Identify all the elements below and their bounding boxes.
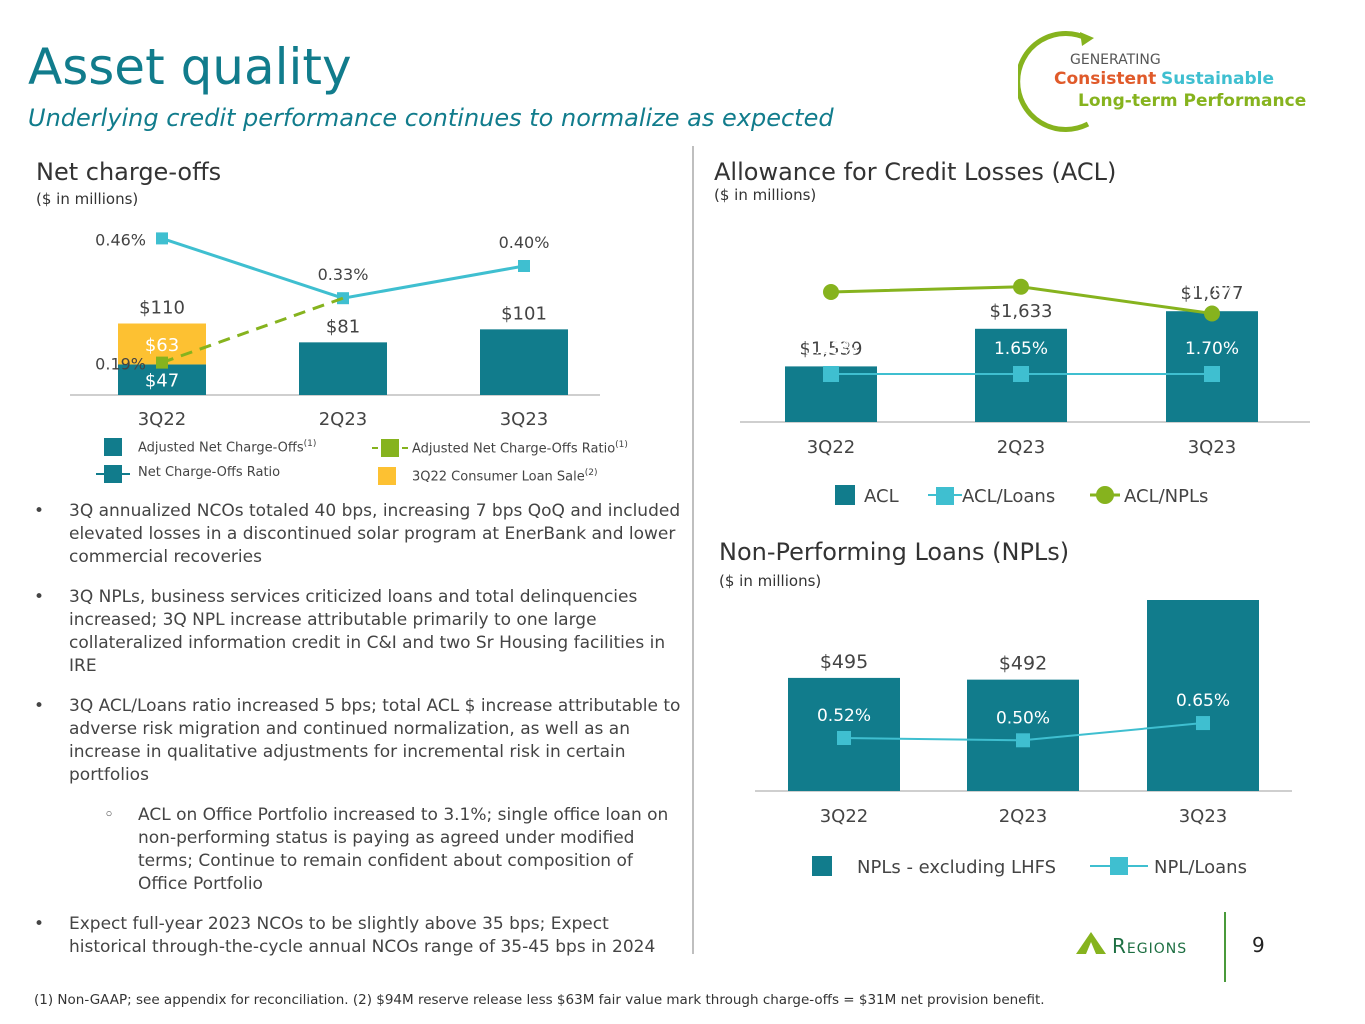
npl-loans-point bbox=[1196, 716, 1210, 731]
nco-ratio-point bbox=[518, 260, 530, 272]
npl-legend-swatch bbox=[812, 856, 832, 876]
logo-word-consistent: Consistent bbox=[1054, 69, 1156, 89]
acl-npls-label: 261% bbox=[1188, 281, 1237, 301]
acl-tick-label: 3Q22 bbox=[807, 437, 856, 458]
acl-loans-point bbox=[1013, 366, 1029, 382]
acl-npls-point bbox=[1013, 278, 1029, 295]
acl-legend-npls-swatch bbox=[1096, 486, 1114, 504]
npl-bar-label: $492 bbox=[999, 653, 1047, 675]
nco-tick-label: 2Q23 bbox=[319, 409, 368, 430]
nco-unit: ($ in millions) bbox=[36, 190, 139, 208]
nco-chart: $47 $63 $110 3Q22 $81 2Q23 $101 3Q23 0.46% 0.33% 0… bbox=[70, 230, 600, 430]
nco-ratio-point bbox=[337, 292, 349, 305]
legend-sale: 3Q22 Consumer Loan Sale(2) bbox=[412, 468, 598, 485]
npl-tick-label: 3Q23 bbox=[1179, 806, 1228, 827]
npl-unit: ($ in millions) bbox=[719, 572, 822, 590]
logo-word-sustainable: Sustainable bbox=[1161, 69, 1274, 89]
legend-adj-ratio: Adjusted Net Charge-Offs Ratio(1) bbox=[412, 440, 628, 457]
acl-legend-loans-swatch bbox=[936, 487, 954, 505]
nco-bar-label: $47 bbox=[145, 371, 179, 392]
nco-tick-label: 3Q22 bbox=[138, 409, 187, 430]
npl-bar-label: $495 bbox=[820, 651, 868, 673]
npl-loans-point bbox=[1016, 733, 1030, 748]
acl-bar-label: $1,539 bbox=[800, 338, 863, 359]
acl-unit: ($ in millions) bbox=[714, 186, 817, 204]
npl-loans-label: 0.65% bbox=[1176, 691, 1230, 711]
logo-line3: Long-term Performance bbox=[1078, 91, 1306, 111]
nco-bar bbox=[480, 329, 568, 395]
column-divider bbox=[692, 146, 694, 954]
nco-ratio-label: 0.33% bbox=[318, 265, 369, 284]
npl-loans-label: 0.52% bbox=[817, 706, 871, 726]
nco-legend: Adjusted Net Charge-Offs(1) Net Charge-O… bbox=[96, 434, 696, 494]
acl-tick-label: 2Q23 bbox=[997, 437, 1046, 458]
legend-adj-nco: Adjusted Net Charge-Offs(1) bbox=[138, 439, 317, 456]
acl-title: Allowance for Credit Losses (ACL) bbox=[714, 158, 1117, 186]
npl-legend-loans-swatch bbox=[1110, 857, 1128, 875]
nco-adj-ratio-point bbox=[156, 356, 168, 369]
acl-npls-label: 332% bbox=[997, 254, 1046, 274]
nco-bar-label: $81 bbox=[326, 316, 360, 337]
logo-line1: GENERATING bbox=[1070, 52, 1161, 68]
bullet-item: • 3Q NPLs, business services criticized l… bbox=[34, 587, 666, 676]
acl-loans-label: 1.63% bbox=[804, 339, 858, 359]
logo-arc-icon bbox=[1018, 31, 1090, 132]
acl-loans-point bbox=[1204, 366, 1220, 382]
page-title: Asset quality bbox=[28, 38, 352, 96]
acl-legend-acl: ACL bbox=[864, 486, 899, 507]
bullet-item: • 3Q annualized NCOs totaled 40 bps, incr… bbox=[34, 501, 681, 567]
acl-npls-label: 311% bbox=[807, 259, 856, 279]
acl-npls-point bbox=[823, 284, 839, 300]
nco-total-label: $110 bbox=[139, 298, 185, 319]
acl-loans-point bbox=[823, 366, 839, 382]
nco-bar bbox=[118, 364, 206, 395]
legend-sale-swatch bbox=[378, 467, 396, 485]
page-number: 9 bbox=[1252, 933, 1265, 957]
acl-loans-label: 1.70% bbox=[1185, 339, 1239, 359]
bullet-subitem: ◦ ACL on Office Portfolio increased to 3.… bbox=[104, 805, 669, 894]
legend-nco-ratio: Net Charge-Offs Ratio bbox=[138, 465, 281, 480]
npl-bar bbox=[1147, 600, 1259, 791]
nco-tick-label: 3Q23 bbox=[500, 409, 549, 430]
legend-adj-ratio-swatch bbox=[381, 439, 399, 457]
nco-adj-ratio-line bbox=[161, 296, 344, 365]
regions-logo: Regions bbox=[1076, 932, 1187, 958]
npl-tick-label: 3Q22 bbox=[820, 806, 869, 827]
npl-legend-npls: NPLs - excluding LHFS bbox=[857, 857, 1056, 878]
logo-divider bbox=[1224, 912, 1226, 982]
nco-adj-ratio-label: 0.19% bbox=[95, 355, 146, 374]
npl-loans-label: 0.50% bbox=[996, 708, 1050, 728]
nco-ratio-point bbox=[156, 232, 168, 245]
footnote: (1) Non-GAAP; see appendix for reconcili… bbox=[34, 992, 1045, 1008]
nco-bar bbox=[299, 342, 387, 395]
nco-ratio-label: 0.46% bbox=[95, 230, 146, 249]
acl-legend-npls: ACL/NPLs bbox=[1124, 486, 1208, 507]
nco-ratio-label: 0.40% bbox=[499, 233, 550, 252]
acl-legend-loans: ACL/Loans bbox=[962, 486, 1055, 507]
nco-sale-label: $63 bbox=[145, 335, 179, 356]
regions-logo-text: Regions bbox=[1112, 934, 1187, 958]
acl-legend-acl-swatch bbox=[835, 485, 855, 505]
acl-tick-label: 3Q23 bbox=[1188, 437, 1237, 458]
bullet-item: • Expect full-year 2023 NCOs to be slight… bbox=[34, 914, 656, 957]
npl-tick-label: 2Q23 bbox=[999, 806, 1048, 827]
npl-legend-loans: NPL/Loans bbox=[1154, 857, 1247, 878]
page-subtitle: Underlying credit performance continues … bbox=[28, 104, 834, 132]
acl-npls-point bbox=[1204, 305, 1220, 322]
acl-loans-label: 1.65% bbox=[994, 339, 1048, 359]
legend-nco-ratio-swatch bbox=[104, 465, 122, 483]
acl-bar-label: $1,677 bbox=[1181, 283, 1244, 304]
nco-bar-label: $101 bbox=[501, 303, 547, 324]
nco-title: Net charge-offs bbox=[36, 158, 222, 186]
legend-adj-nco-swatch bbox=[104, 438, 122, 456]
npl-loans-point bbox=[837, 731, 851, 745]
acl-bar-label: $1,633 bbox=[990, 301, 1053, 322]
bullet-item: • 3Q ACL/Loans ratio increased 5 bps; tot… bbox=[34, 696, 681, 785]
commentary-bullets: • 3Q annualized NCOs totaled 40 bps, incr… bbox=[34, 500, 684, 976]
acl-chart: $1,539 3Q22 $1,633 2Q23 $1,677 3Q23 1.63% 1.65%… bbox=[740, 254, 1310, 507]
npl-chart: $4953Q22$4922Q23$6423Q230.52%0.50%0.65%N… bbox=[755, 600, 1292, 878]
npl-title: Non-Performing Loans (NPLs) bbox=[719, 538, 1070, 566]
generating-logo: GENERATING Consistent Sustainable Long-t… bbox=[1018, 31, 1306, 132]
